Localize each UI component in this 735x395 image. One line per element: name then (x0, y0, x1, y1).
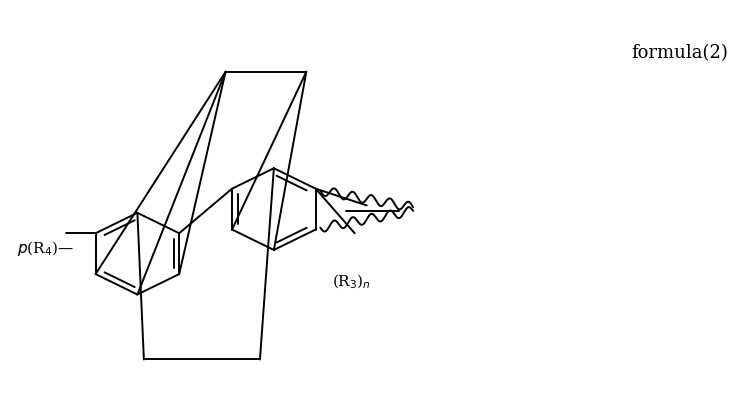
Text: $p$(R$_4$)—: $p$(R$_4$)— (17, 239, 74, 258)
Text: (R$_3$)$_n$: (R$_3$)$_n$ (332, 272, 371, 291)
Text: formula(2): formula(2) (631, 44, 728, 62)
